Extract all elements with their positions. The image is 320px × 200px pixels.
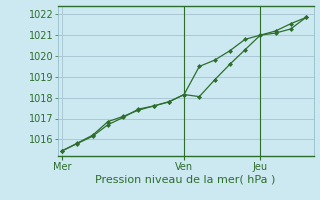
X-axis label: Pression niveau de la mer( hPa ): Pression niveau de la mer( hPa ) (95, 174, 276, 184)
